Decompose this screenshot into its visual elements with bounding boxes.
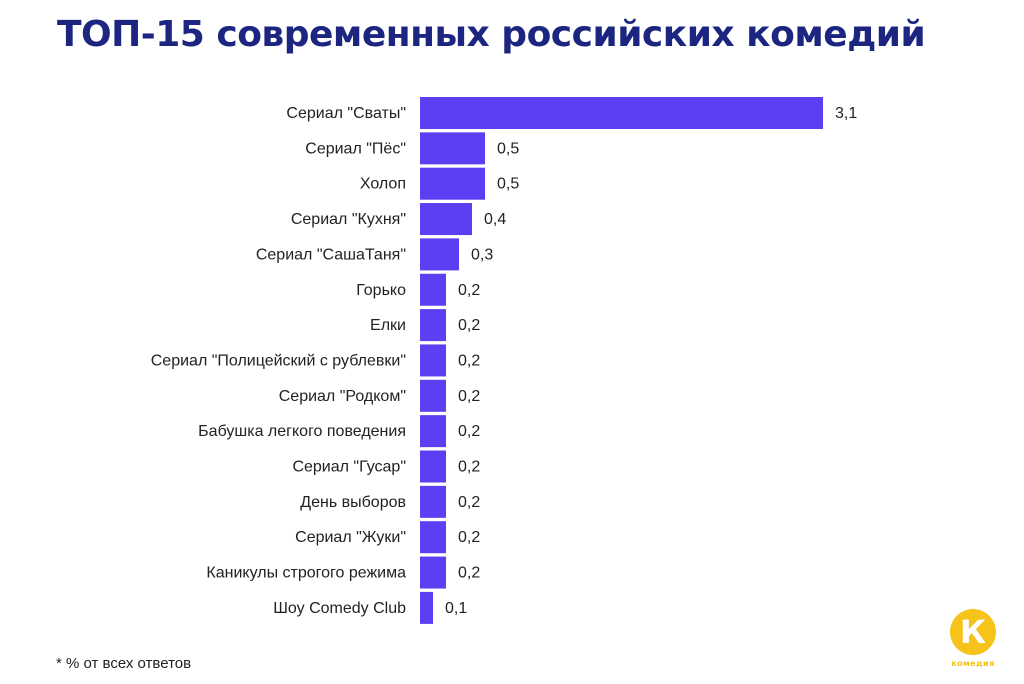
value-label: 0,2 <box>458 317 480 334</box>
bar <box>420 556 446 589</box>
category-label: Сериал "Родком" <box>279 388 406 405</box>
category-label: Бабушка легкого поведения <box>198 423 406 440</box>
logo-letter: К <box>950 609 996 655</box>
bar <box>420 273 446 306</box>
chart-title: ТОП-15 современных российских комедий <box>57 14 926 55</box>
value-label: 3,1 <box>835 105 857 122</box>
bar <box>420 591 433 624</box>
value-label: 0,2 <box>458 388 480 405</box>
value-label: 0,5 <box>497 176 519 193</box>
value-label: 0,2 <box>458 529 480 546</box>
bar <box>420 344 446 377</box>
category-label: Холоп <box>360 176 406 193</box>
bar <box>420 450 446 483</box>
value-label: 0,4 <box>484 211 506 228</box>
bar <box>420 132 485 165</box>
value-label: 0,2 <box>458 494 480 511</box>
category-label: Сериал "Жуки" <box>295 529 406 546</box>
category-label: Сериал "Полицейский с рублевки" <box>151 352 406 369</box>
logo-text: комедия <box>951 659 995 668</box>
value-label: 0,2 <box>458 565 480 582</box>
value-label: 0,2 <box>458 459 480 476</box>
value-label: 0,1 <box>445 600 467 617</box>
bar <box>420 415 446 448</box>
value-label: 0,2 <box>458 423 480 440</box>
category-label: Сериал "Гусар" <box>292 459 406 476</box>
bar <box>420 238 459 271</box>
bar <box>420 379 446 412</box>
bar <box>420 309 446 342</box>
category-label: Сериал "Сваты" <box>286 105 406 122</box>
category-label: Шоу Comedy Club <box>273 600 406 617</box>
footnote: * % от всех ответов <box>56 655 192 672</box>
category-label: Елки <box>370 317 406 334</box>
value-label: 0,2 <box>458 352 480 369</box>
category-label: Горько <box>356 282 406 299</box>
value-label: 0,3 <box>471 246 493 263</box>
bar <box>420 485 446 518</box>
value-label: 0,2 <box>458 282 480 299</box>
category-label: Сериал "Пёс" <box>305 140 406 157</box>
value-label: 0,5 <box>497 140 519 157</box>
bar <box>420 97 823 129</box>
comedy-channel-logo: К комедия <box>945 609 1001 673</box>
bar <box>420 203 472 236</box>
bar <box>420 521 446 554</box>
bar <box>420 167 485 200</box>
category-label: Каникулы строгого режима <box>206 565 406 582</box>
category-label: День выборов <box>300 494 406 511</box>
category-label: Сериал "Кухня" <box>291 211 406 228</box>
category-label: Сериал "СашаТаня" <box>256 246 406 263</box>
